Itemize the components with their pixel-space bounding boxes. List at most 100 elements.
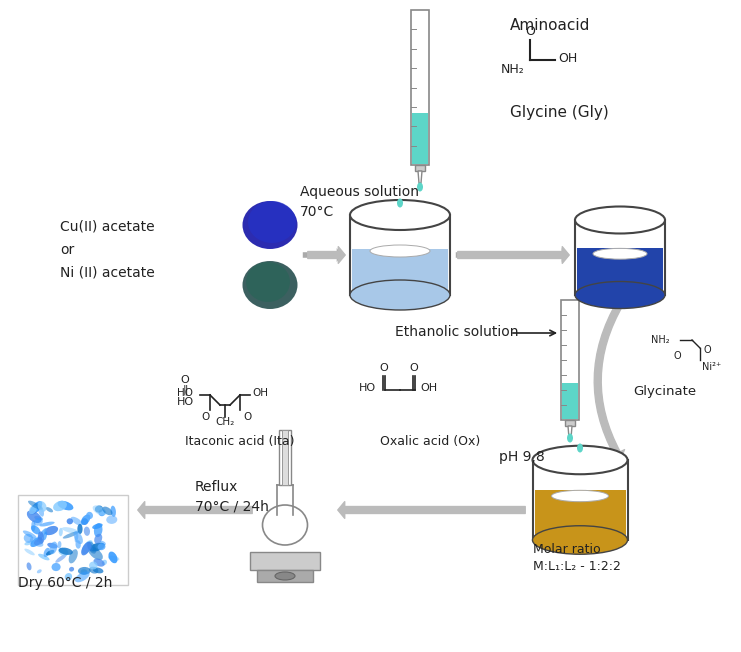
Ellipse shape	[593, 248, 647, 259]
Ellipse shape	[38, 554, 50, 560]
Ellipse shape	[86, 512, 93, 519]
Text: Oxalic acid (Ox): Oxalic acid (Ox)	[380, 435, 480, 448]
Ellipse shape	[102, 507, 113, 515]
Ellipse shape	[24, 548, 35, 556]
Ellipse shape	[93, 567, 104, 573]
Text: HO: HO	[177, 388, 193, 398]
Ellipse shape	[110, 506, 116, 517]
Text: OH: OH	[420, 383, 437, 393]
Text: NH₂: NH₂	[501, 63, 525, 76]
Ellipse shape	[551, 490, 608, 501]
Ellipse shape	[262, 505, 308, 545]
Ellipse shape	[81, 569, 87, 575]
Ellipse shape	[94, 534, 102, 544]
Bar	[352, 249, 448, 293]
Ellipse shape	[67, 518, 73, 524]
Ellipse shape	[98, 543, 105, 550]
Polygon shape	[418, 171, 422, 183]
Ellipse shape	[69, 567, 74, 572]
Ellipse shape	[24, 541, 33, 545]
Ellipse shape	[69, 549, 78, 563]
Ellipse shape	[417, 183, 423, 192]
Ellipse shape	[27, 563, 32, 570]
Ellipse shape	[84, 527, 90, 536]
Text: HO: HO	[359, 383, 376, 393]
Text: CH₂: CH₂	[216, 417, 235, 427]
Ellipse shape	[397, 198, 403, 207]
Ellipse shape	[37, 569, 41, 573]
Ellipse shape	[94, 523, 102, 537]
Ellipse shape	[47, 542, 58, 548]
Text: O: O	[673, 351, 681, 361]
Ellipse shape	[87, 542, 96, 554]
Ellipse shape	[59, 548, 73, 555]
Ellipse shape	[108, 556, 119, 561]
Text: O: O	[181, 375, 190, 385]
Ellipse shape	[34, 539, 44, 545]
Text: Cu(II) acetate
or
Ni (II) acetate: Cu(II) acetate or Ni (II) acetate	[60, 220, 155, 280]
Ellipse shape	[39, 522, 55, 527]
Text: Ethanolic solution: Ethanolic solution	[395, 325, 519, 339]
Ellipse shape	[29, 505, 37, 514]
Ellipse shape	[577, 443, 583, 452]
Ellipse shape	[30, 537, 44, 547]
Ellipse shape	[59, 528, 63, 536]
Ellipse shape	[28, 501, 42, 510]
Ellipse shape	[89, 561, 98, 569]
Ellipse shape	[23, 531, 37, 539]
Ellipse shape	[44, 526, 58, 535]
Ellipse shape	[46, 550, 54, 556]
Text: Itaconic acid (Ita): Itaconic acid (Ita)	[185, 435, 294, 448]
Text: pH 9,8: pH 9,8	[499, 450, 545, 464]
Text: OH: OH	[558, 52, 577, 65]
Polygon shape	[568, 426, 572, 438]
Text: O: O	[525, 25, 535, 38]
Text: Dry 60°C / 2h: Dry 60°C / 2h	[18, 576, 113, 590]
Ellipse shape	[87, 542, 93, 551]
Ellipse shape	[31, 520, 36, 531]
Ellipse shape	[30, 501, 42, 514]
Ellipse shape	[34, 518, 43, 526]
Ellipse shape	[575, 207, 665, 233]
Ellipse shape	[71, 517, 83, 526]
Ellipse shape	[533, 526, 628, 554]
Ellipse shape	[575, 282, 665, 308]
Ellipse shape	[53, 501, 67, 511]
Ellipse shape	[350, 200, 450, 230]
Ellipse shape	[248, 201, 296, 243]
Ellipse shape	[59, 548, 68, 556]
Bar	[562, 383, 578, 419]
Bar	[411, 10, 429, 165]
Text: ‖: ‖	[182, 385, 187, 395]
Ellipse shape	[567, 434, 573, 443]
Ellipse shape	[37, 528, 47, 542]
Bar	[415, 165, 425, 171]
Ellipse shape	[92, 524, 103, 529]
Text: O: O	[243, 412, 251, 422]
Ellipse shape	[38, 531, 44, 544]
Ellipse shape	[82, 541, 93, 554]
Ellipse shape	[246, 262, 290, 302]
Ellipse shape	[370, 245, 430, 257]
Ellipse shape	[89, 542, 104, 552]
Ellipse shape	[106, 516, 117, 524]
Text: OH: OH	[252, 388, 268, 398]
Ellipse shape	[350, 280, 450, 310]
Bar	[577, 248, 663, 293]
Text: O: O	[410, 363, 419, 373]
Ellipse shape	[38, 501, 47, 512]
Ellipse shape	[81, 514, 90, 525]
Ellipse shape	[75, 571, 90, 582]
Ellipse shape	[62, 527, 79, 533]
Ellipse shape	[56, 554, 67, 563]
Ellipse shape	[100, 541, 106, 545]
Ellipse shape	[89, 567, 99, 574]
Ellipse shape	[76, 541, 81, 549]
Ellipse shape	[58, 501, 73, 511]
Text: HO: HO	[176, 397, 193, 407]
Ellipse shape	[73, 531, 83, 544]
Bar	[533, 460, 628, 540]
Ellipse shape	[82, 542, 91, 556]
Bar	[350, 215, 450, 295]
Ellipse shape	[82, 518, 88, 525]
